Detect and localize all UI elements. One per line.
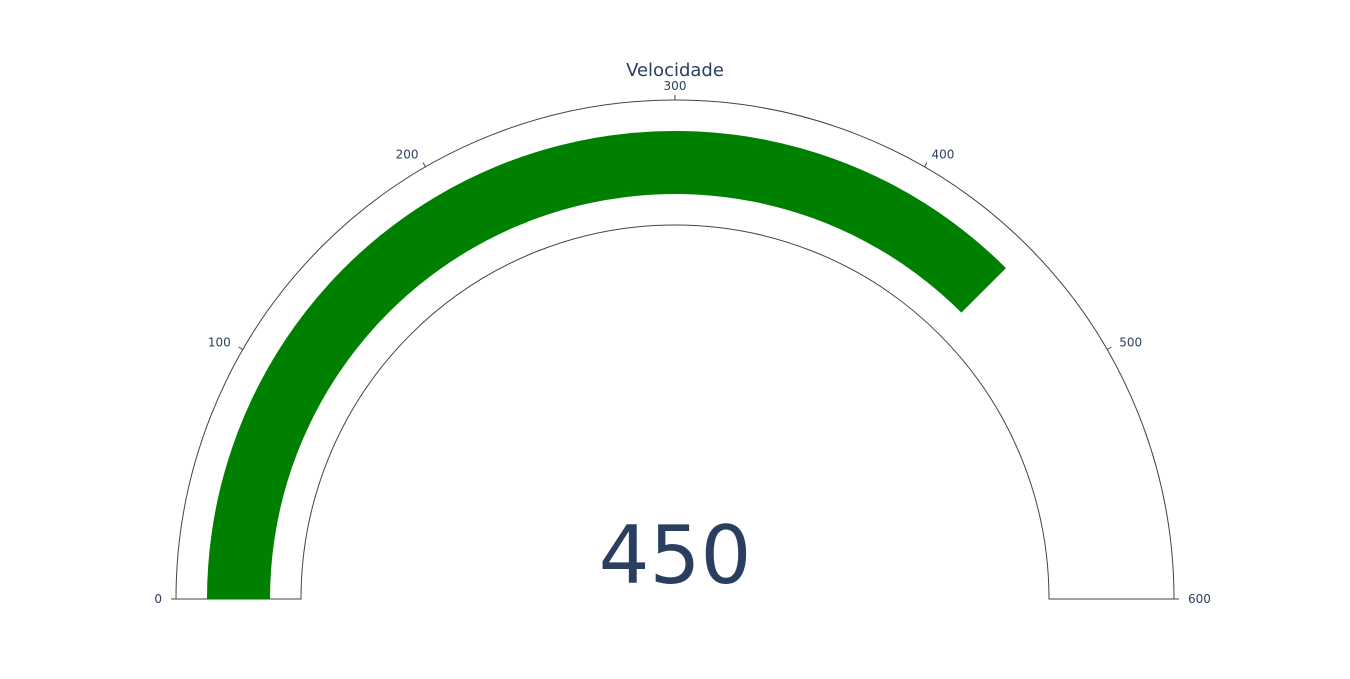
gauge-axis: 0 100 200 300 400 500 600 [154,79,1211,606]
gauge-tick-mark [1106,346,1112,350]
gauge-tick-label: 300 [664,79,687,93]
gauge-tick-label: 400 [932,148,955,162]
chart-title: Velocidade [626,60,724,81]
gauge-tick-label: 100 [208,336,231,350]
gauge-value-bar [206,130,1006,600]
gauge-value-readout: 450 [599,509,752,602]
gauge-tick-label: 200 [396,148,419,162]
gauge-tick-label: 0 [154,592,162,606]
gauge-tick-label: 600 [1188,592,1211,606]
gauge-tick-mark [422,162,426,168]
gauge-tick-label: 500 [1119,336,1142,350]
gauge-outline [175,99,1175,600]
gauge-tick-mark [924,162,928,168]
gauge-tick-mark [238,346,244,350]
